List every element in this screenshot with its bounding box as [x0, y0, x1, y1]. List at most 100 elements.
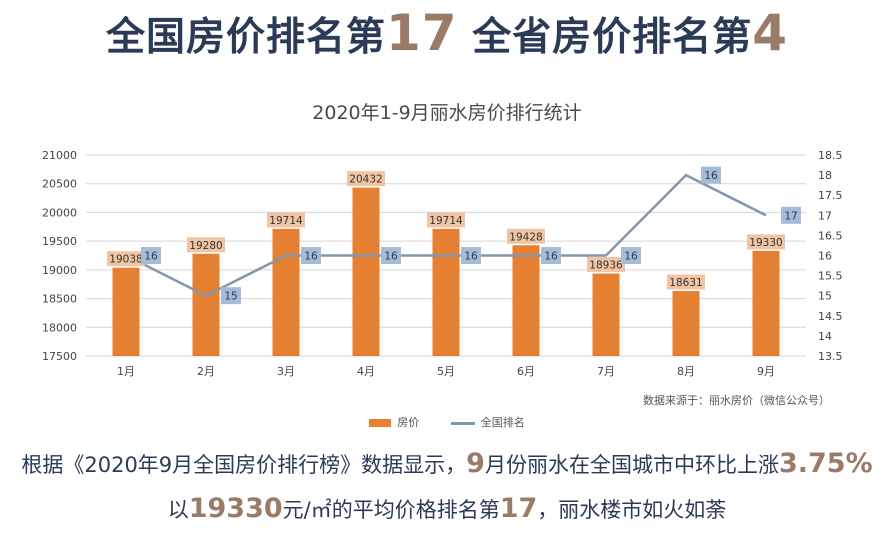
headline-text-2: 全省房价排名第 [472, 15, 753, 60]
summary-highlight: 3.75% [778, 448, 873, 479]
summary-highlight: 17 [499, 493, 538, 524]
x-tick-label: 5月 [437, 365, 455, 378]
y2-tick-label: 18 [818, 169, 832, 182]
y2-tick-label: 16.5 [818, 229, 843, 242]
bar [272, 228, 300, 356]
summary-line-2: 以19330元/㎡的平均价格排名第17，丽水楼市如火如荼 [0, 493, 894, 524]
y-tick-label: 17500 [42, 350, 77, 363]
y-tick-label: 18000 [42, 321, 77, 334]
bar [592, 273, 620, 356]
bar-data-label-bg [667, 274, 705, 290]
x-tick-label: 6月 [517, 365, 535, 378]
bar-data-label-bg [187, 237, 225, 253]
rank-data-label: 15 [224, 291, 237, 303]
legend-item-price: 房价 [369, 414, 419, 430]
y-tick-label: 20500 [42, 178, 77, 191]
rank-line [125, 173, 767, 298]
bar [752, 250, 780, 356]
x-tick-label: 7月 [597, 365, 615, 378]
summary-text: ，丽水楼市如火如荼 [537, 498, 727, 522]
y2-tick-label: 17.5 [818, 189, 843, 202]
bar-data-label: 19714 [429, 215, 463, 227]
rank-data-label-bg [701, 166, 721, 184]
bar-data-label-bg [107, 251, 145, 267]
summary-highlight: 19330 [188, 493, 283, 524]
bar-data-label: 19714 [269, 215, 303, 227]
rank-data-label-bg [461, 247, 481, 264]
x-tick-label: 8月 [677, 365, 695, 378]
bar [432, 228, 460, 356]
y-tick-label: 19500 [42, 235, 77, 248]
legend-label-rank: 全国排名 [480, 416, 525, 429]
rank-data-label: 16 [624, 251, 638, 263]
bar [352, 187, 380, 356]
bar-data-label-bg [507, 228, 545, 244]
bar [112, 267, 140, 356]
chart-title: 2020年1-9月丽水房价排行统计 [312, 102, 582, 124]
rank-data-label-bg [141, 247, 161, 264]
summary-highlight: 9 [466, 448, 485, 479]
bar-data-label: 19428 [509, 231, 542, 243]
rank-data-label: 16 [304, 251, 318, 263]
rank-data-label-bg [781, 206, 801, 224]
bar-data-label: 18631 [669, 277, 702, 289]
y2-tick-label: 17 [818, 209, 832, 222]
rank-data-label: 17 [784, 210, 797, 222]
y-tick-label: 19000 [42, 264, 77, 277]
province-rank-number: 4 [752, 4, 788, 62]
bar-data-label-bg [747, 234, 785, 250]
y-tick-label: 18500 [42, 293, 77, 306]
y2-tick-label: 16 [818, 250, 832, 263]
legend-label-price: 房价 [397, 416, 420, 429]
summary-text: 元/㎡的平均价格排名第 [282, 498, 500, 522]
bar-data-label: 18936 [589, 260, 623, 272]
bar-data-label: 20432 [349, 174, 382, 186]
summary-text: 以 [167, 498, 189, 522]
y2-tick-label: 15.5 [818, 270, 843, 283]
source-note: 数据来源于：丽水房价（微信公众号） [643, 394, 830, 407]
bar [192, 253, 220, 356]
x-tick-label: 2月 [197, 365, 215, 378]
bar [672, 291, 700, 356]
rank-data-label: 16 [704, 170, 718, 182]
rank-data-label-bg [541, 247, 561, 264]
bar-data-label: 19280 [189, 240, 222, 252]
rank-data-label-bg [381, 247, 401, 264]
y-tick-label: 20000 [42, 206, 77, 219]
rank-data-label-bg [301, 247, 321, 264]
rank-data-label-bg [221, 287, 241, 305]
bar-data-label-bg [267, 212, 305, 228]
summary-line-1: 根据《2020年9月全国房价排行榜》数据显示，9月份丽水在全国城市中环比上涨3.… [0, 448, 894, 479]
summary-text: 根据《2020年9月全国房价排行榜》数据显示， [21, 453, 467, 477]
legend-swatch-line [450, 421, 475, 425]
rank-data-label: 16 [144, 251, 158, 263]
national-rank-number: 17 [386, 4, 458, 62]
bar-data-label: 19038 [109, 254, 142, 266]
y2-tick-label: 14 [818, 330, 832, 343]
y-tick-label: 21000 [42, 149, 77, 162]
rank-data-label: 16 [544, 251, 558, 263]
bar-data-label: 19330 [749, 237, 782, 249]
headline-text-1: 全国房价排名第 [106, 15, 387, 60]
y2-tick-label: 15 [818, 290, 832, 303]
bar-data-label-bg [347, 171, 385, 187]
x-tick-label: 9月 [757, 365, 775, 378]
bar [512, 245, 540, 356]
x-tick-label: 1月 [117, 365, 135, 378]
rank-data-label: 16 [464, 251, 478, 263]
y2-tick-label: 13.5 [818, 350, 843, 363]
y2-tick-label: 14.5 [818, 310, 843, 323]
legend-item-rank: 全国排名 [450, 414, 525, 430]
legend-swatch-bar [369, 419, 392, 427]
bar-data-label-bg [587, 257, 625, 273]
rank-data-label-bg [621, 247, 641, 264]
bar-data-label-bg [427, 212, 465, 228]
rank-data-label: 16 [384, 251, 398, 263]
x-tick-label: 3月 [277, 365, 295, 378]
summary-text: 月份丽水在全国城市中环比上涨 [484, 453, 779, 477]
legend: 房价 全国排名 [0, 414, 894, 430]
headline: 全国房价排名第17 全省房价排名第4 [0, 4, 894, 62]
x-tick-label: 4月 [357, 365, 375, 378]
y2-tick-label: 18.5 [818, 149, 843, 162]
